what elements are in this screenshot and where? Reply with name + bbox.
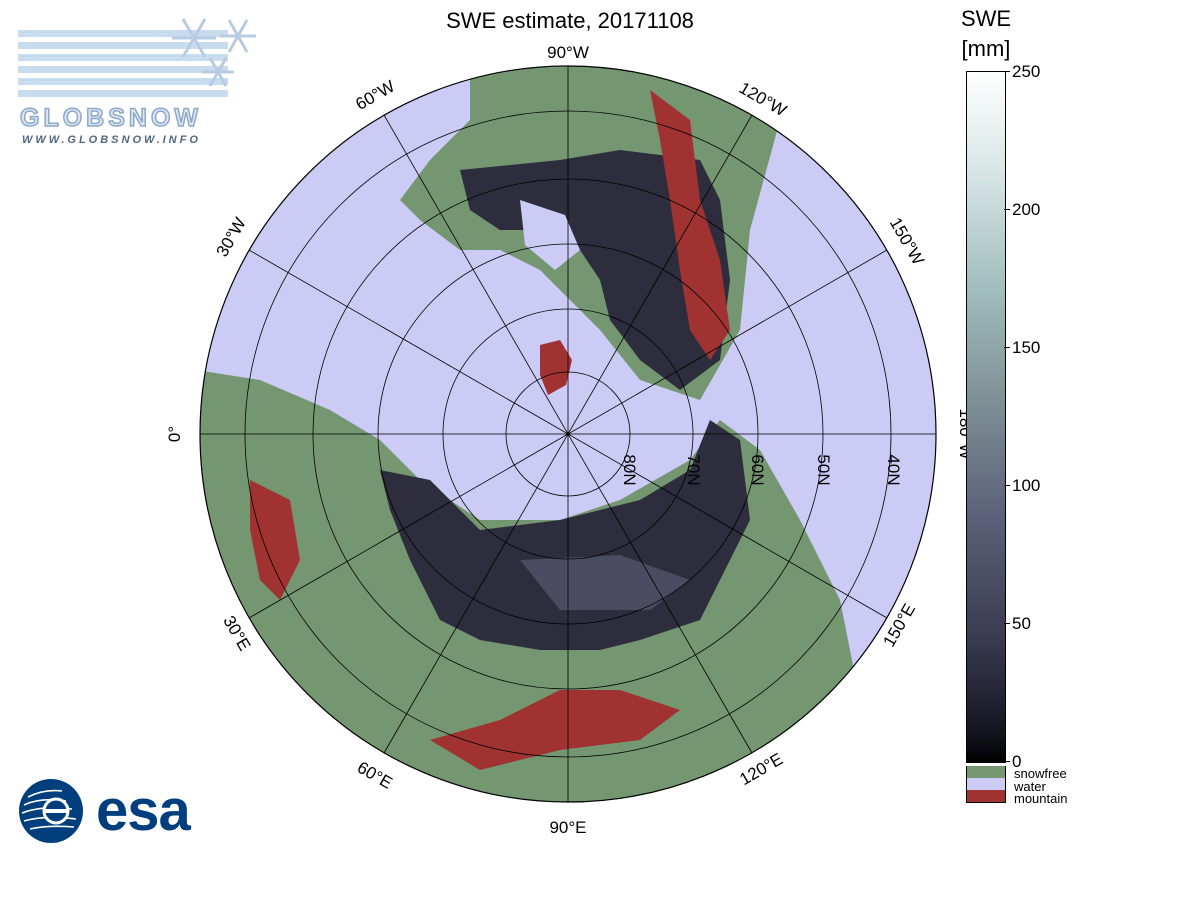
label-60w: 60°W <box>352 77 398 114</box>
mountain-europe <box>250 480 300 600</box>
label-90e: 90°E <box>549 818 586 837</box>
label-0: 0° <box>165 426 184 442</box>
colorbar-tick: 200 <box>1012 200 1041 219</box>
label-60n: 60N <box>748 454 767 485</box>
swe-colorbar <box>966 71 1006 763</box>
category-label-water: water <box>1014 779 1046 794</box>
category-swatch-mountain <box>966 790 1006 803</box>
category-label-mountain: mountain <box>1014 791 1068 806</box>
graticule <box>199 65 937 803</box>
hudson-bay <box>520 200 580 270</box>
label-70n: 70N <box>684 454 703 485</box>
globsnow-logo: GLOBSNOW WWW.GLOBSNOW.INFO <box>18 10 268 146</box>
label-90w: 90°W <box>547 43 589 62</box>
category-label-snowfree: snowfree <box>1014 766 1067 781</box>
label-30w: 30°W <box>213 214 250 260</box>
colorbar-units: [mm] <box>961 36 1011 61</box>
colorbar-tick: 150 <box>1012 338 1041 357</box>
globsnow-url: WWW.GLOBSNOW.INFO <box>22 134 201 146</box>
colorbar-tick: 100 <box>1012 476 1041 495</box>
label-60e: 60°E <box>354 758 396 793</box>
globsnow-wordmark: GLOBSNOW <box>19 103 202 133</box>
colorbar-title: SWE <box>960 6 1012 31</box>
swe-high-siberia <box>520 555 690 610</box>
label-50n: 50N <box>814 454 833 485</box>
colorbar-tick: 250 <box>1012 62 1041 81</box>
esa-wordmark: esa <box>96 778 191 843</box>
snowflake-icon <box>172 18 256 87</box>
esa-globe-icon <box>19 779 83 843</box>
category-swatch-snowfree <box>966 766 1006 778</box>
category-swatch-water <box>966 778 1006 790</box>
esa-logo: esa <box>14 775 224 845</box>
mountain-central-asia <box>430 690 680 770</box>
meridian-120e-60w <box>383 114 753 754</box>
colorbar-tick: 50 <box>1012 614 1031 633</box>
mountain-rockies <box>650 90 730 360</box>
label-40n: 40N <box>884 454 903 485</box>
greenland-landmass <box>540 340 572 395</box>
label-30e: 30°E <box>219 612 254 654</box>
colorbar-tick: 0 <box>1012 752 1022 771</box>
label-80n: 80N <box>620 454 639 485</box>
map-title: SWE estimate, 20171108 <box>446 8 694 33</box>
